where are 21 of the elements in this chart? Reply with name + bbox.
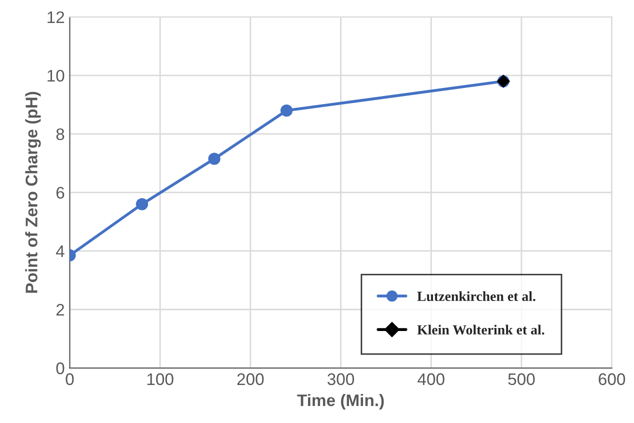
x-tick-label: 500 [508,373,535,386]
y-axis-title: Point of Zero Charge (pH) [25,92,41,293]
x-tick-label: 200 [237,373,264,386]
y-tick-label: 4 [56,246,64,258]
legend-label: Lutzenkirchen et al. [417,291,536,302]
x-tick-label: 100 [147,373,174,386]
y-tick-label: 12 [48,11,64,23]
x-tick-label: 0 [66,373,74,386]
x-axis-title: Time (Min.) [297,394,384,410]
x-tick-label: 300 [328,373,354,386]
point [208,152,220,165]
y-tick-label: 6 [56,186,64,199]
y-tick-label: 0 [56,362,64,374]
y-tick-label: 8 [56,128,64,140]
point [136,198,148,210]
y-tick-label: 10 [48,70,64,82]
point [280,104,293,117]
y-tick-label: 2 [56,304,64,316]
x-tick-label: 400 [418,373,444,386]
legend-label: Klein Wolterink et al. [417,324,544,335]
x-tick-label: 600 [598,373,626,386]
